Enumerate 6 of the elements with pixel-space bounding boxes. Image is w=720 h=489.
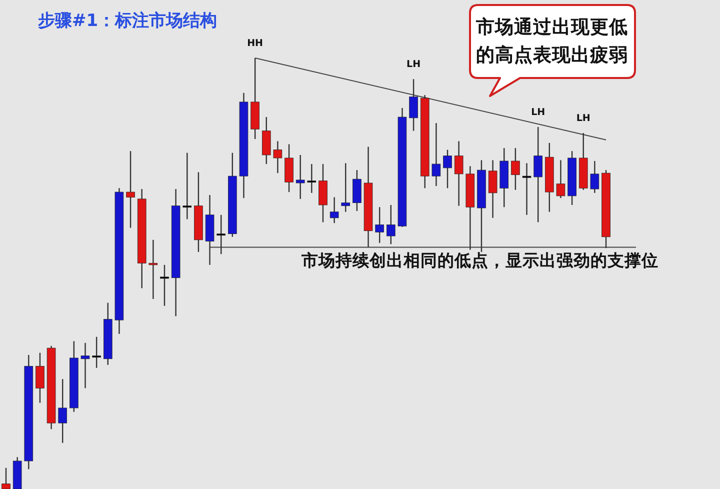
annotation: LH	[406, 59, 421, 70]
annotation: HH	[247, 38, 263, 49]
title: 步骤#1：标注市场结构	[38, 11, 218, 31]
annotation: LH	[531, 106, 546, 118]
annotation: 市场通过出现更低的高点表现出疲弱	[476, 17, 628, 66]
annotation: LH	[576, 113, 590, 124]
